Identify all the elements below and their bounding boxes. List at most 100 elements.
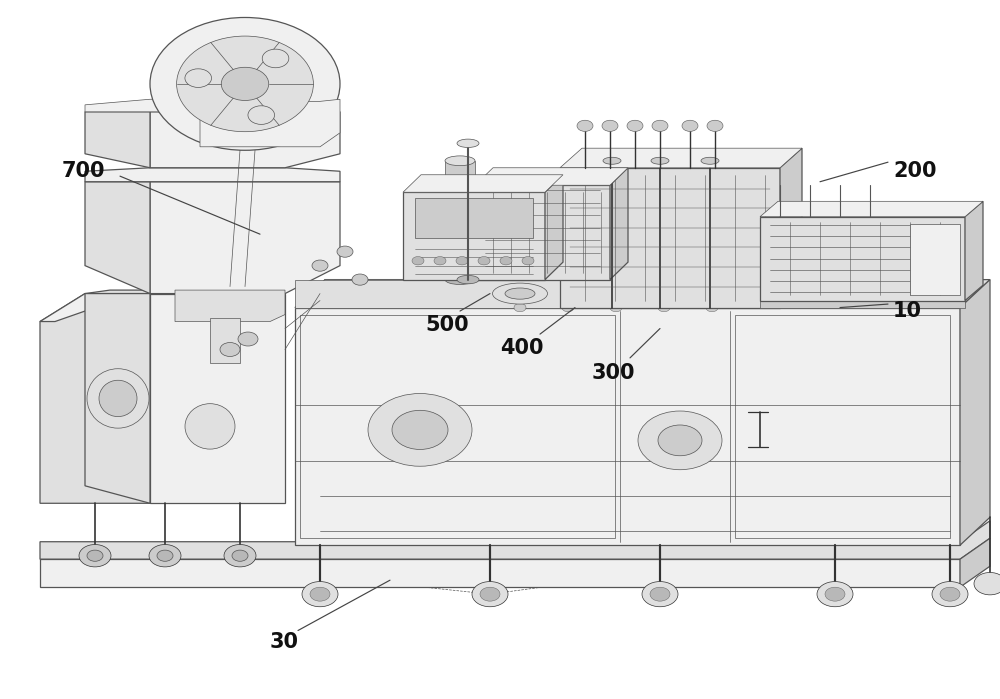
Circle shape <box>500 257 512 265</box>
Circle shape <box>352 274 368 285</box>
Polygon shape <box>445 161 475 280</box>
Circle shape <box>262 49 289 68</box>
Polygon shape <box>85 99 340 112</box>
Text: 300: 300 <box>592 363 636 382</box>
Circle shape <box>434 257 446 265</box>
Polygon shape <box>560 148 802 168</box>
Polygon shape <box>40 290 285 503</box>
Circle shape <box>232 550 248 561</box>
Circle shape <box>392 410 448 449</box>
Ellipse shape <box>445 156 475 166</box>
Polygon shape <box>965 201 983 301</box>
Polygon shape <box>85 168 340 182</box>
Polygon shape <box>40 294 285 322</box>
Polygon shape <box>960 538 990 587</box>
Polygon shape <box>560 168 780 308</box>
Circle shape <box>627 120 643 131</box>
Circle shape <box>337 246 353 257</box>
Circle shape <box>185 69 212 87</box>
Circle shape <box>149 545 181 567</box>
Circle shape <box>514 303 526 312</box>
Polygon shape <box>85 294 150 503</box>
Polygon shape <box>403 192 545 280</box>
Circle shape <box>238 332 258 346</box>
Polygon shape <box>175 290 285 322</box>
Circle shape <box>706 303 718 312</box>
Circle shape <box>974 572 1000 595</box>
Polygon shape <box>85 112 150 168</box>
Circle shape <box>79 545 111 567</box>
Polygon shape <box>295 280 640 308</box>
Ellipse shape <box>457 275 479 284</box>
Text: 30: 30 <box>270 632 299 651</box>
Circle shape <box>248 106 275 124</box>
Polygon shape <box>40 559 960 587</box>
Polygon shape <box>910 224 960 295</box>
Circle shape <box>652 120 668 131</box>
Ellipse shape <box>505 288 535 299</box>
Polygon shape <box>475 185 610 280</box>
Circle shape <box>610 303 622 312</box>
Circle shape <box>177 36 313 131</box>
Polygon shape <box>85 182 150 294</box>
Circle shape <box>817 582 853 607</box>
Ellipse shape <box>445 275 475 284</box>
Ellipse shape <box>185 404 235 449</box>
Polygon shape <box>780 148 802 308</box>
Circle shape <box>224 545 256 567</box>
Circle shape <box>456 257 468 265</box>
Polygon shape <box>295 280 670 308</box>
Polygon shape <box>295 280 990 308</box>
Polygon shape <box>760 217 965 301</box>
Polygon shape <box>300 315 615 538</box>
Polygon shape <box>760 294 965 308</box>
Ellipse shape <box>651 157 669 164</box>
Polygon shape <box>403 175 563 192</box>
Circle shape <box>87 550 103 561</box>
Circle shape <box>658 303 670 312</box>
Circle shape <box>577 120 593 131</box>
Circle shape <box>157 550 173 561</box>
Text: 400: 400 <box>500 338 544 358</box>
Polygon shape <box>150 182 340 294</box>
Polygon shape <box>210 318 240 363</box>
Polygon shape <box>295 308 960 545</box>
Polygon shape <box>150 294 285 503</box>
Circle shape <box>480 587 500 601</box>
Polygon shape <box>150 112 340 168</box>
Circle shape <box>312 260 328 271</box>
Text: 200: 200 <box>893 161 936 181</box>
Circle shape <box>707 120 723 131</box>
Circle shape <box>650 587 670 601</box>
Circle shape <box>642 582 678 607</box>
Ellipse shape <box>99 380 137 417</box>
Circle shape <box>220 343 240 356</box>
Circle shape <box>932 582 968 607</box>
Polygon shape <box>760 201 983 217</box>
Polygon shape <box>735 315 950 538</box>
Circle shape <box>658 425 702 456</box>
Circle shape <box>221 67 269 101</box>
Ellipse shape <box>701 157 719 164</box>
Circle shape <box>150 17 340 150</box>
Text: 10: 10 <box>893 301 922 321</box>
Polygon shape <box>40 521 990 559</box>
Text: 500: 500 <box>425 315 469 335</box>
Circle shape <box>522 257 534 265</box>
Text: 700: 700 <box>62 161 106 181</box>
Ellipse shape <box>492 283 548 304</box>
Polygon shape <box>415 198 533 238</box>
Circle shape <box>310 587 330 601</box>
Circle shape <box>472 582 508 607</box>
Ellipse shape <box>87 369 149 428</box>
Circle shape <box>940 587 960 601</box>
Circle shape <box>682 120 698 131</box>
Polygon shape <box>610 168 628 280</box>
Polygon shape <box>960 280 990 545</box>
Ellipse shape <box>457 139 479 147</box>
Circle shape <box>412 257 424 265</box>
Ellipse shape <box>603 157 621 164</box>
Polygon shape <box>475 168 628 185</box>
Circle shape <box>478 257 490 265</box>
Polygon shape <box>545 175 563 280</box>
